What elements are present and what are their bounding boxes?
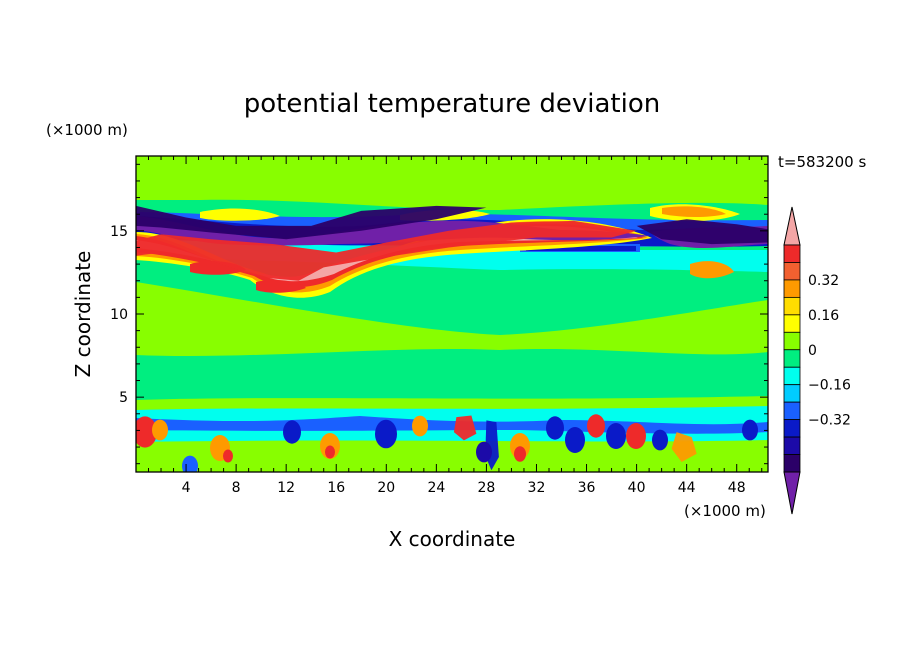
surface-cell-11 xyxy=(546,416,564,440)
cyan-band xyxy=(136,238,768,272)
colorbar-swatch xyxy=(783,244,801,263)
surface-cell-18 xyxy=(182,455,198,472)
colorbar-label: 0 xyxy=(808,343,817,359)
x-tick-label: 12 xyxy=(277,480,295,496)
colorbar-bottom-arrow xyxy=(783,471,801,515)
chart-title: potential temperature deviation xyxy=(244,89,660,119)
colorbar-swatch xyxy=(783,366,801,386)
warm-low-right xyxy=(690,261,734,279)
x-tick-label: 36 xyxy=(578,480,596,496)
x-tick-label: 8 xyxy=(232,480,241,496)
yellow-upper-left xyxy=(200,208,280,221)
colorbar-label: −0.32 xyxy=(808,413,851,429)
contour-field xyxy=(136,156,768,472)
surface-cell-4 xyxy=(283,420,301,444)
surface-cells xyxy=(136,205,768,472)
surface-cell-16 xyxy=(652,429,668,451)
warm-low-mid xyxy=(256,280,306,293)
x-axis-label: X coordinate xyxy=(389,527,516,551)
x-tick-label: 44 xyxy=(678,480,696,496)
orange-upper-right xyxy=(662,206,726,217)
field-region-5 xyxy=(671,432,697,462)
colorbar-swatch xyxy=(783,279,801,298)
colorbar-swatch xyxy=(783,436,801,455)
x-axis-unit: (×1000 m) xyxy=(684,502,766,520)
colorbar-swatch xyxy=(783,384,801,403)
surface-cell-8 xyxy=(412,415,428,437)
x-tick-label: 16 xyxy=(327,480,345,496)
field-region-0 xyxy=(136,220,637,281)
x-tick-label: 24 xyxy=(427,480,445,496)
surface-cell-7 xyxy=(375,419,397,449)
field-region-1 xyxy=(136,205,487,240)
surface-cell-19 xyxy=(476,441,492,463)
surface-cell-10 xyxy=(514,446,526,462)
colorbar-swatch xyxy=(783,349,801,368)
colorbar-swatch xyxy=(783,314,801,333)
x-tick-label: 20 xyxy=(377,480,395,496)
y-tick-label: 15 xyxy=(110,224,128,240)
x-tick-label: 40 xyxy=(628,480,646,496)
green-band-upper xyxy=(136,156,768,210)
colorbar-swatch xyxy=(783,262,801,281)
colorbar-label: 0.16 xyxy=(808,308,839,324)
colorbar-swatch xyxy=(783,401,801,421)
surface-cell-1 xyxy=(152,419,168,441)
x-tick-label: 4 xyxy=(182,480,191,496)
y-axis-label: Z coordinate xyxy=(71,251,95,378)
y-axis-unit: (×1000 m) xyxy=(46,121,128,139)
colorbar-swatch xyxy=(783,296,801,316)
time-label: t=583200 s xyxy=(778,153,866,171)
surface-cell-13 xyxy=(587,414,605,438)
colorbar-swatch xyxy=(783,331,801,351)
surface-cell-14 xyxy=(606,423,626,449)
x-tick-label: 28 xyxy=(478,480,496,496)
x-tick-label: 32 xyxy=(528,480,546,496)
surface-cell-12 xyxy=(565,427,585,453)
x-tick-label: 48 xyxy=(728,480,746,496)
colorbar-swatch xyxy=(783,454,801,473)
y-tick-label: 10 xyxy=(110,307,128,323)
colorbar: 0.32 0.16 0 −0.16 −0.32 xyxy=(783,206,851,515)
field-region-2 xyxy=(636,219,768,245)
surface-cell-3 xyxy=(223,449,233,463)
surface-cell-15 xyxy=(626,423,646,449)
y-tick-label: 5 xyxy=(119,390,128,406)
colorbar-top-arrow xyxy=(783,206,801,246)
surface-cell-17 xyxy=(742,419,758,441)
green-band-lower xyxy=(136,282,768,357)
colorbar-label: 0.32 xyxy=(808,273,839,289)
surface-cell-6 xyxy=(325,445,335,459)
colorbar-label: −0.16 xyxy=(808,378,851,394)
colorbar-swatch xyxy=(783,419,801,438)
field-region-3 xyxy=(453,415,477,441)
surface-cell-0 xyxy=(136,416,157,448)
